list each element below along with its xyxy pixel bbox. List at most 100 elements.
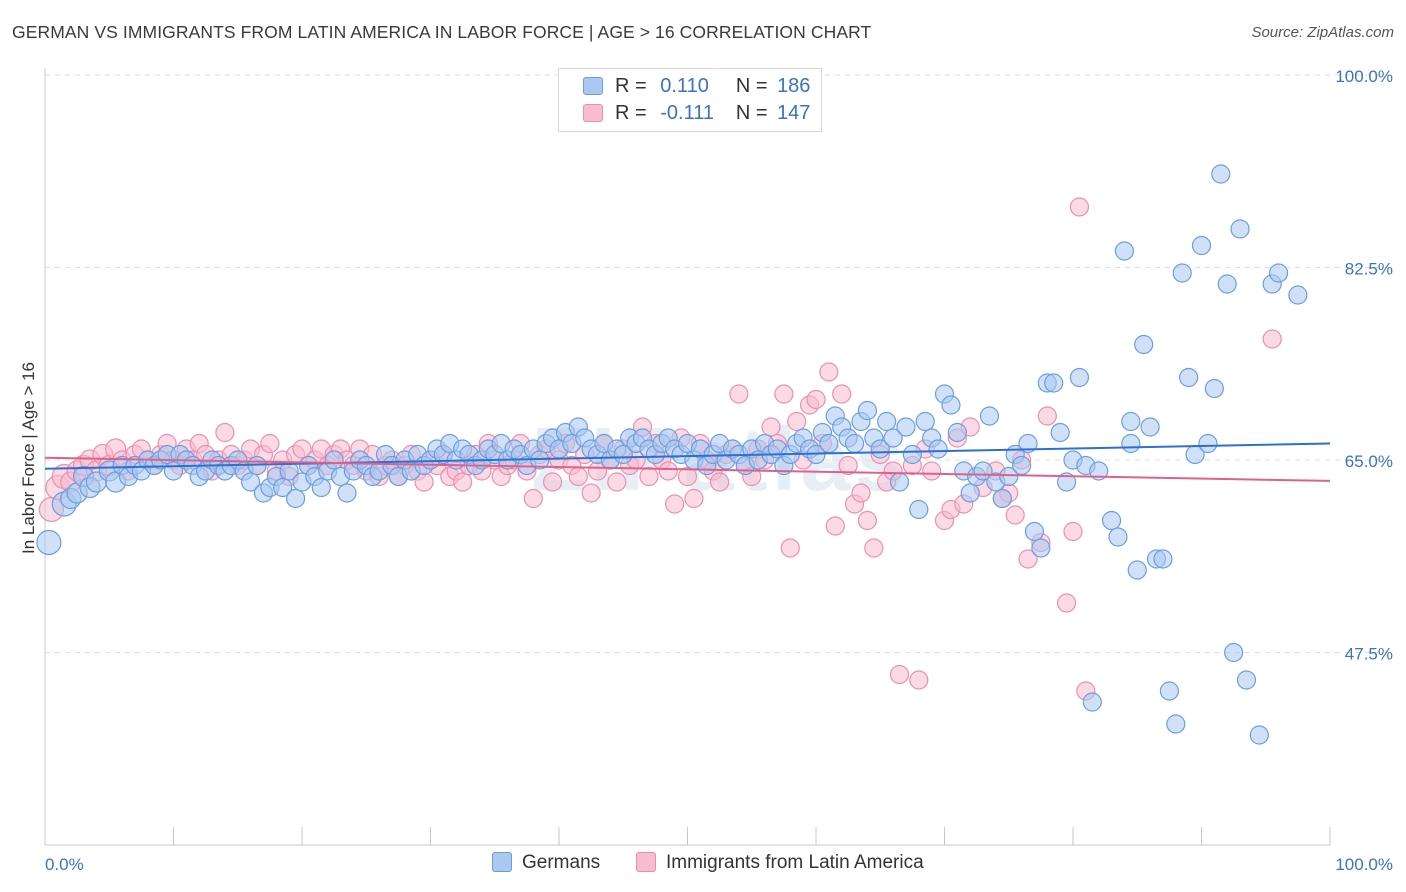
point-latin-america [1056,593,1077,613]
trend-line-germans [44,442,1331,470]
point-germans [337,483,357,503]
point-latin-america [658,461,678,481]
point-germans [1024,521,1045,542]
point-latin-america [857,510,878,531]
point-germans [1050,422,1070,443]
trend-line-latin-america [44,456,1331,482]
point-germans [1172,263,1192,283]
point-latin-america [665,494,685,514]
point-germans [844,433,865,454]
point-germans [896,417,916,437]
legend-swatch-blue [492,852,512,872]
point-latin-america [1262,329,1282,349]
legend-item-latin-america: Immigrants from Latin America [636,852,924,874]
point-germans [1166,714,1186,734]
legend-r-label: R = [615,75,647,97]
point-germans [902,444,922,465]
point-germans [947,422,967,443]
legend-n-label: N = [735,102,768,124]
trend-lines [44,442,1331,482]
point-germans [613,444,633,465]
point-germans [273,477,293,498]
legend-row-latin-america: R = -0.111 N = 147 [583,102,810,126]
x-tick-label-max: 100.0% [1335,855,1393,874]
point-germans [1179,367,1199,388]
point-germans [1011,455,1032,476]
point-germans [1230,219,1250,239]
point-germans [909,499,929,520]
point-germans [241,472,261,492]
point-latin-america [523,488,543,509]
point-latin-america [1069,197,1090,217]
y-axis-label: In Labor Force | Age > 16 [19,362,38,554]
point-germans [1044,373,1064,393]
point-germans [1140,417,1160,437]
point-germans [1056,472,1077,492]
legend-swatch-pink [583,104,603,122]
point-germans [883,428,903,448]
point-germans [960,483,980,503]
point-germans [285,488,306,509]
point-germans [1249,725,1269,745]
y-tick-label: 65.0% [1345,452,1393,471]
legend-label-latin-america: Immigrants from Latin America [666,852,924,873]
point-germans [1114,241,1135,261]
legend-n-label: N = [735,75,768,97]
point-germans [992,488,1012,509]
legend-swatch-pink [636,852,656,872]
point-germans [1108,527,1128,547]
point-germans [941,395,961,415]
point-latin-america [453,472,473,492]
point-germans [1018,433,1038,454]
point-latin-america [780,538,800,558]
legend-n-value-germans: 186 [777,75,811,97]
point-germans [1211,164,1231,184]
point-latin-america [832,384,852,404]
point-germans [311,477,331,498]
legend-r-label: R = [615,102,647,124]
point-latin-america [215,422,235,443]
y-tick-label: 82.5% [1345,260,1393,279]
point-germans [877,411,897,432]
point-latin-america [581,483,601,503]
point-latin-america [864,538,884,558]
point-latin-america [568,466,588,487]
point-latin-america [710,472,730,492]
point-latin-america [1005,505,1025,525]
point-germans [1217,274,1237,294]
point-germans [1288,285,1308,305]
legend-item-germans: Germans [492,852,600,874]
legend-row-germans: R = 0.110 N = 186 [583,75,810,99]
point-germans [1121,411,1141,432]
y-tick-label: 47.5% [1345,645,1393,664]
point-latin-america [542,472,563,492]
axes [44,68,1331,846]
gridlines [45,74,1395,653]
point-germans [1082,692,1102,712]
point-germans [1127,560,1147,580]
legend-n-value-latin-america: 147 [777,102,811,124]
point-germans [857,400,878,421]
point-latin-america [1063,521,1083,542]
point-germans [1134,334,1154,355]
point-germans [1236,670,1257,690]
point-germans [1121,433,1141,454]
point-latin-america [761,417,781,437]
point-latin-america [819,362,839,382]
chart-title: GERMAN VS IMMIGRANTS FROM LATIN AMERICA … [12,22,872,42]
point-latin-america [292,439,312,459]
point-germans [915,411,935,432]
point-germans [1224,642,1244,663]
point-latin-america [922,461,942,481]
legend-r-value-germans: 0.110 [660,75,709,97]
point-germans [1089,461,1109,481]
source-label: Source: ZipAtlas.com [1251,24,1394,41]
point-latin-america [909,670,929,690]
point-germans [870,439,890,459]
point-germans [324,450,344,470]
point-latin-america [1037,406,1057,426]
point-latin-america [889,664,910,685]
point-germans [889,472,910,492]
point-latin-america [806,389,826,410]
